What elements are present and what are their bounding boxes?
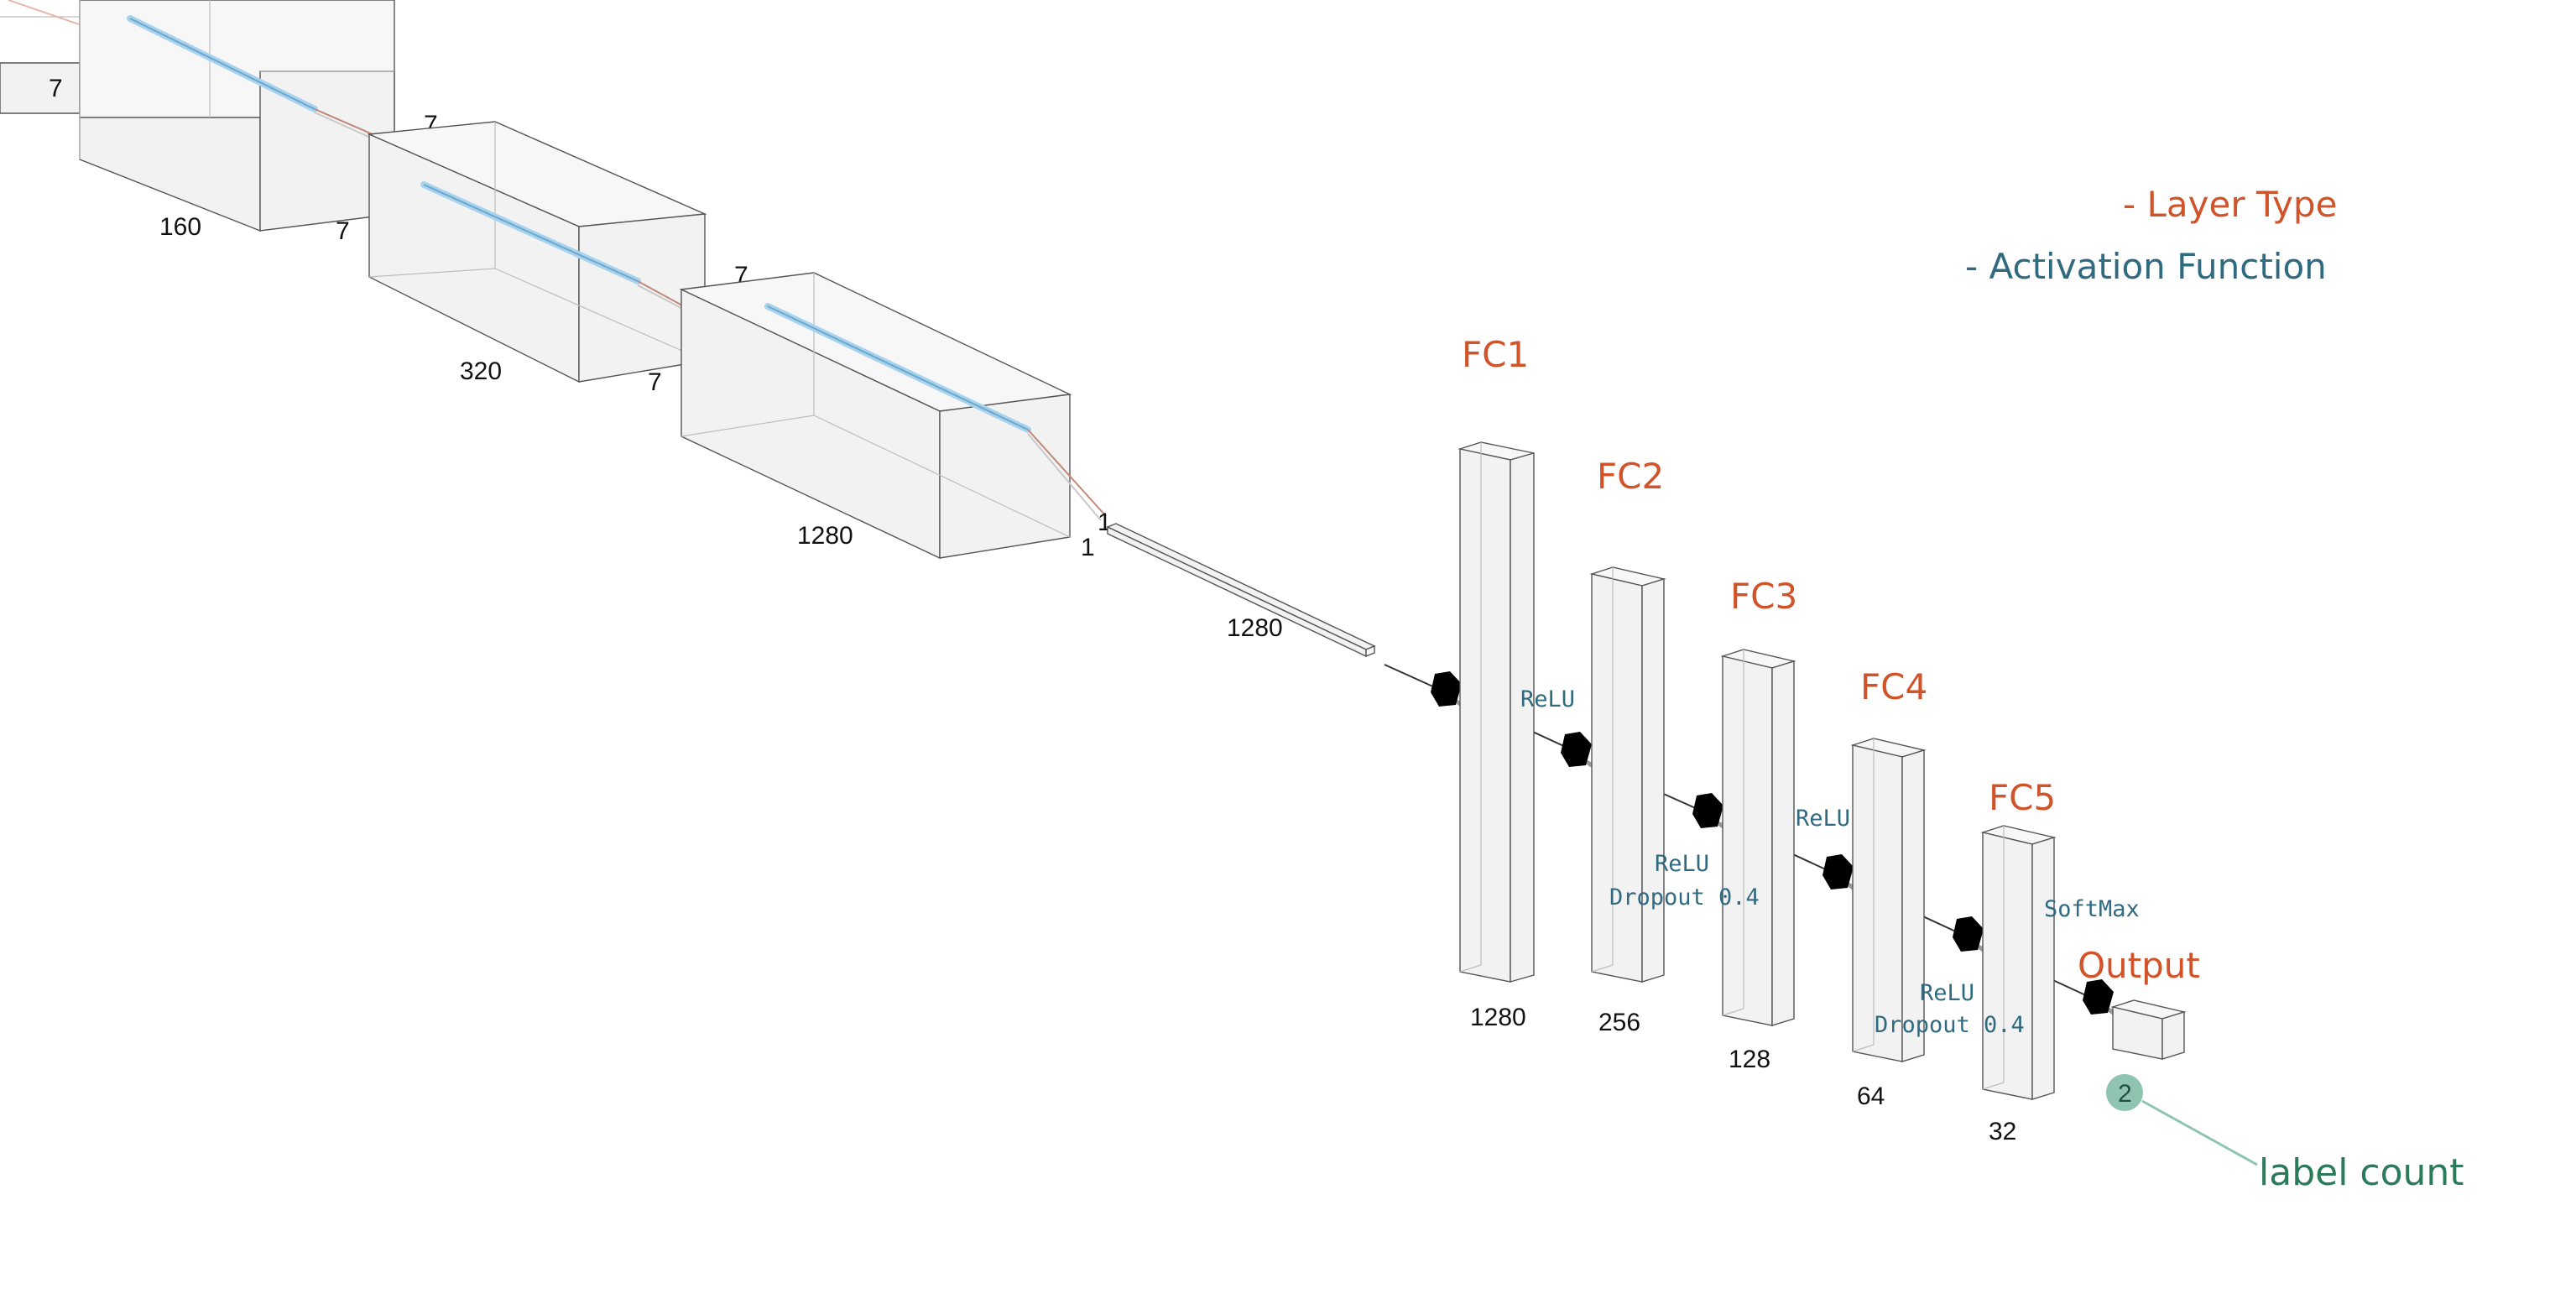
fc3-type-label: FC3	[1730, 576, 1797, 617]
act-fc4-dropout-label: Dropout 0.4	[1875, 1012, 2025, 1038]
legend-activation-function: - Activation Function	[1965, 246, 2327, 287]
conv3-width-label: 1280	[797, 522, 853, 550]
conv1-width-label: 160	[159, 213, 201, 241]
fc3-box	[1720, 649, 1796, 1026]
act-fc4-relu-label: ReLU	[1920, 980, 1974, 1006]
conv-block-3	[679, 272, 1107, 560]
conv1-height-label: 7	[336, 217, 350, 245]
output-type-label: Output	[2078, 945, 2200, 986]
conv0-depth-label: 7	[49, 75, 63, 102]
fc4-units-label: 64	[1857, 1082, 1885, 1110]
fc4-box	[1850, 738, 1927, 1062]
fc4-type-label: FC4	[1860, 666, 1927, 707]
act-fc2-dropout-label: Dropout 0.4	[1609, 884, 1760, 910]
legend-layer-type: - Layer Type	[2123, 184, 2337, 225]
fc5-type-label: FC5	[1989, 777, 2056, 818]
fc1-units-label: 1280	[1470, 1004, 1526, 1031]
act-fc1-label: ReLU	[1520, 686, 1575, 712]
fc5-units-label: 32	[1989, 1118, 2016, 1145]
conv2-width-label: 320	[460, 357, 502, 385]
label-count-value: 2	[2118, 1080, 2132, 1108]
act-fc2-relu-label: ReLU	[1655, 851, 1709, 877]
act-fc5-label: SoftMax	[2044, 896, 2140, 922]
fc2-type-label: FC2	[1597, 456, 1664, 497]
label-count-pointer	[2141, 1099, 2258, 1166]
fc1-box	[1457, 441, 1535, 983]
label-count-badge	[2106, 1074, 2143, 1111]
fc1-type-label: FC1	[1462, 334, 1529, 375]
conv-block-2	[367, 121, 735, 383]
fc2-box	[1589, 566, 1666, 983]
conv2-height-label: 7	[648, 368, 662, 396]
fc5-box	[1980, 825, 2057, 1100]
conv3-height-label: 1	[1081, 534, 1095, 561]
flatten-layer	[1106, 523, 1376, 658]
flatten-width-label: 1280	[1227, 614, 1283, 642]
fc3-units-label: 128	[1729, 1046, 1770, 1073]
act-fc3-label: ReLU	[1796, 806, 1850, 832]
output-box	[2110, 999, 2187, 1060]
fc2-units-label: 256	[1598, 1009, 1640, 1036]
conv-block-1	[79, 0, 412, 232]
label-count-annotation: label count	[2259, 1151, 2464, 1194]
